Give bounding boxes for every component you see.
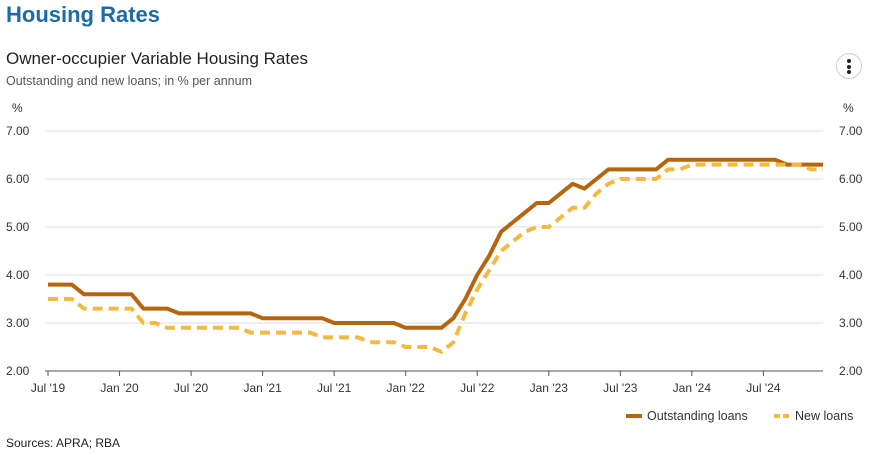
y-tick-label-left: 4.00 (6, 268, 30, 282)
grid-lines (45, 130, 823, 372)
y-tick-label-right: 5.00 (839, 220, 863, 234)
y-tick-label-right: 3.00 (839, 316, 863, 330)
y-tick-label-right: 2.00 (839, 364, 863, 378)
series-lines (48, 157, 823, 354)
chart-menu-button[interactable] (836, 53, 862, 79)
x-tick-label: Jan '21 (243, 381, 282, 395)
x-tick-label: Jan '24 (673, 381, 712, 395)
x-tick-label: Jan '23 (530, 381, 569, 395)
page-heading: Housing Rates (6, 2, 161, 27)
more-vertical-icon-dot (847, 64, 851, 69)
y-tick-label-left: 7.00 (6, 124, 30, 138)
x-tick-label: Jul '20 (174, 381, 209, 395)
x-tick-label: Jul '22 (460, 381, 495, 395)
y-tick-label-left: 5.00 (6, 220, 30, 234)
more-vertical-icon-dot (847, 70, 851, 74)
y-unit-left: % (12, 101, 23, 115)
series-line-new-loans (48, 162, 823, 354)
y-axis-right: 2.00 3.00 4.00 5.00 6.00 7.00 (839, 124, 863, 378)
y-tick-label-left: 3.00 (6, 316, 30, 330)
legend-label: Outstanding loans (647, 409, 748, 423)
chart-title: Owner-occupier Variable Housing Rates (6, 49, 309, 68)
x-tick-label: Jul '19 (31, 381, 66, 395)
legend-label: New loans (795, 409, 853, 423)
x-tick-label: Jul '24 (746, 381, 781, 395)
sources-note: Sources: APRA; RBA (6, 436, 121, 450)
y-unit-right: % (843, 101, 854, 115)
series-line-outstanding-loans (48, 157, 823, 330)
y-tick-label-right: 7.00 (839, 124, 863, 138)
x-tick-label: Jul '23 (603, 381, 638, 395)
x-tick-label: Jul '21 (317, 381, 352, 395)
x-tick-label: Jan '22 (387, 381, 426, 395)
chart-subtitle: Outstanding and new loans; in % per annu… (6, 74, 252, 88)
more-vertical-icon (847, 59, 851, 63)
x-axis: Jul '19 Jan '20 Jul '20 Jan '21 Jul '21 Jan '… (31, 371, 781, 395)
y-tick-label-left: 2.00 (6, 364, 30, 378)
y-tick-label-right: 6.00 (839, 172, 863, 186)
legend: Outstanding loans New loans (626, 409, 853, 423)
y-axis-left: 2.00 3.00 4.00 5.00 6.00 7.00 (6, 124, 30, 378)
y-tick-label-right: 4.00 (839, 268, 863, 282)
y-tick-label-left: 6.00 (6, 172, 30, 186)
x-tick-label: Jan '20 (100, 381, 139, 395)
